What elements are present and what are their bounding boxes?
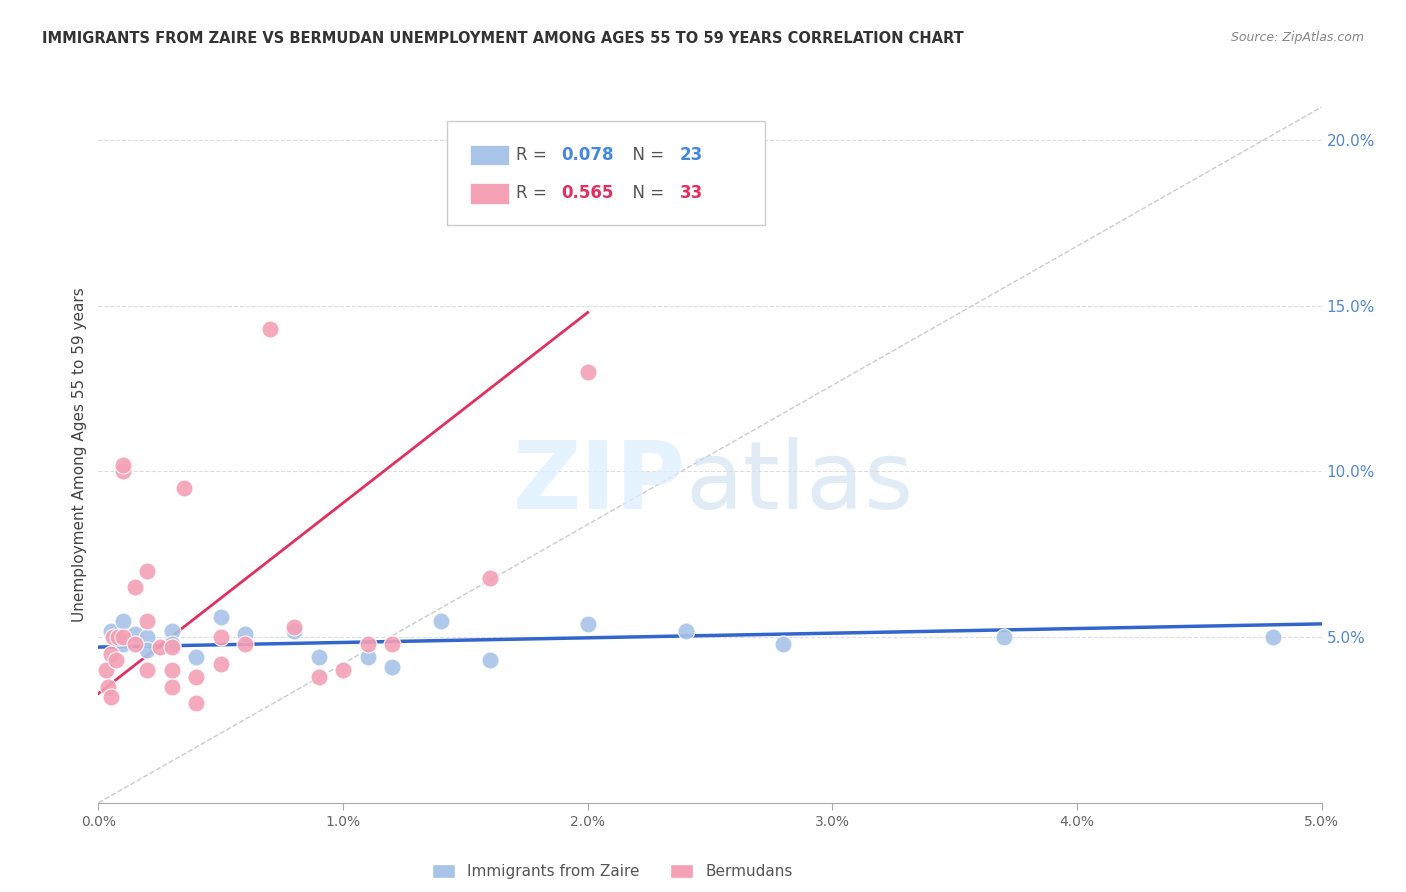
Point	[149, 640, 172, 654]
FancyBboxPatch shape	[470, 183, 509, 203]
Point	[97, 680, 120, 694]
Point	[993, 630, 1015, 644]
Point	[107, 630, 129, 644]
Point	[381, 637, 404, 651]
Point	[124, 627, 146, 641]
Text: 0.078: 0.078	[561, 146, 613, 164]
Point	[101, 630, 124, 644]
Point	[94, 663, 117, 677]
Point	[104, 653, 127, 667]
Point	[111, 614, 134, 628]
Point	[136, 630, 159, 644]
Text: 0.565: 0.565	[561, 185, 613, 202]
Point	[332, 663, 354, 677]
Point	[308, 670, 330, 684]
Point	[675, 624, 697, 638]
Point	[136, 564, 159, 578]
Text: R =: R =	[516, 146, 551, 164]
Point	[111, 637, 134, 651]
Text: ZIP: ZIP	[513, 437, 686, 529]
FancyBboxPatch shape	[447, 121, 765, 226]
Point	[111, 458, 134, 472]
Text: 33: 33	[679, 185, 703, 202]
FancyBboxPatch shape	[470, 145, 509, 166]
Legend: Immigrants from Zaire, Bermudans: Immigrants from Zaire, Bermudans	[426, 858, 799, 886]
Point	[381, 660, 404, 674]
Point	[209, 630, 232, 644]
Point	[186, 697, 208, 711]
Point	[576, 365, 599, 379]
Point	[430, 614, 453, 628]
Point	[576, 616, 599, 631]
Point	[283, 624, 305, 638]
Point	[283, 620, 305, 634]
Point	[136, 643, 159, 657]
Text: N =: N =	[621, 146, 669, 164]
Point	[233, 637, 256, 651]
Point	[111, 630, 134, 644]
Point	[100, 624, 122, 638]
Y-axis label: Unemployment Among Ages 55 to 59 years: Unemployment Among Ages 55 to 59 years	[72, 287, 87, 623]
Text: 23: 23	[679, 146, 703, 164]
Text: N =: N =	[621, 185, 669, 202]
Point	[209, 610, 232, 624]
Point	[478, 570, 501, 584]
Point	[1261, 630, 1284, 644]
Point	[107, 630, 129, 644]
Point	[209, 657, 232, 671]
Point	[160, 663, 183, 677]
Point	[356, 637, 378, 651]
Point	[124, 637, 146, 651]
Point	[136, 663, 159, 677]
Point	[100, 647, 122, 661]
Point	[160, 637, 183, 651]
Point	[124, 581, 146, 595]
Point	[160, 640, 183, 654]
Point	[772, 637, 794, 651]
Text: atlas: atlas	[686, 437, 914, 529]
Point	[160, 680, 183, 694]
Point	[308, 650, 330, 665]
Point	[186, 650, 208, 665]
Text: IMMIGRANTS FROM ZAIRE VS BERMUDAN UNEMPLOYMENT AMONG AGES 55 TO 59 YEARS CORRELA: IMMIGRANTS FROM ZAIRE VS BERMUDAN UNEMPL…	[42, 31, 965, 46]
Point	[259, 322, 281, 336]
Text: Source: ZipAtlas.com: Source: ZipAtlas.com	[1230, 31, 1364, 45]
Point	[356, 650, 378, 665]
Point	[111, 465, 134, 479]
Point	[186, 670, 208, 684]
Point	[173, 481, 195, 495]
Text: R =: R =	[516, 185, 551, 202]
Point	[136, 614, 159, 628]
Point	[233, 627, 256, 641]
Point	[160, 624, 183, 638]
Point	[478, 653, 501, 667]
Point	[100, 690, 122, 704]
